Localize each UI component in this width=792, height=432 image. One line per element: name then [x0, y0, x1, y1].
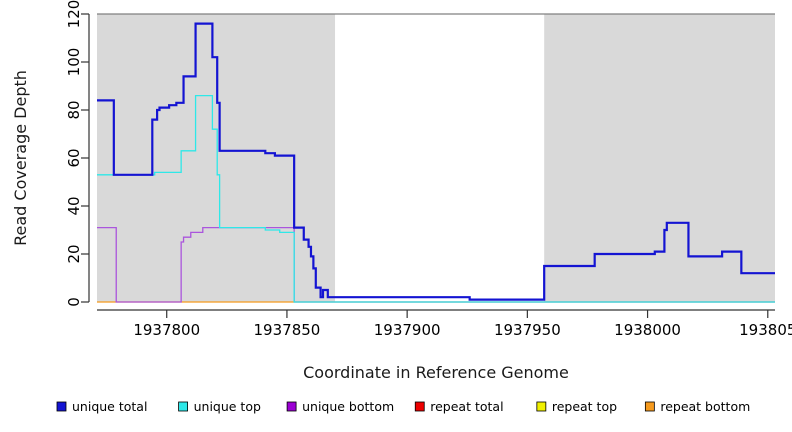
plot-background-regions — [97, 14, 775, 302]
legend-swatch — [414, 401, 425, 412]
legend-swatch — [536, 401, 547, 412]
x-axis-tick-label: 1937850 — [254, 321, 321, 339]
y-axis: 0 20 40 60 80 100 120 — [65, 0, 90, 307]
y-axis-tick-label: 60 — [65, 148, 83, 167]
legend-label: repeat total — [430, 399, 503, 414]
y-axis-tick-label: 100 — [65, 48, 83, 77]
x-axis: 1937800 1937850 1937900 1937950 1938000 19380… — [97, 309, 792, 339]
legend-swatch — [178, 401, 189, 412]
legend-label: repeat bottom — [660, 399, 750, 414]
x-axis-title: Coordinate in Reference Genome — [303, 363, 569, 382]
y-axis-tick-label: 40 — [65, 196, 83, 215]
series-line-unique-bottom — [97, 226, 775, 303]
legend-item[interactable]: unique total — [56, 399, 147, 414]
legend-swatch — [644, 401, 655, 412]
x-axis-tick-label: 1937950 — [494, 321, 561, 339]
y-axis-tick-label: 120 — [65, 0, 83, 28]
data-series-group — [97, 22, 775, 303]
x-axis-tick-label: 193805 — [739, 321, 792, 339]
y-axis-title: Read Coverage Depth — [11, 70, 30, 246]
legend-label: unique total — [72, 399, 147, 414]
x-axis-tick-label: 1938000 — [614, 321, 681, 339]
series-line-unique-top — [97, 94, 775, 303]
legend: unique total unique top unique bottom repea… — [56, 399, 750, 414]
shaded-region — [544, 14, 775, 302]
legend-swatch — [286, 401, 297, 412]
legend-item[interactable]: unique top — [178, 399, 261, 414]
y-axis-tick-label: 0 — [65, 297, 83, 307]
series-line-unique-total — [97, 22, 775, 301]
x-axis-tick-label: 1937800 — [133, 321, 200, 339]
legend-label: unique top — [194, 399, 261, 414]
legend-item[interactable]: repeat bottom — [644, 399, 750, 414]
legend-swatch — [56, 401, 67, 412]
legend-item[interactable]: unique bottom — [286, 399, 394, 414]
shaded-region — [97, 14, 336, 302]
legend-item[interactable]: repeat total — [414, 399, 504, 414]
legend-label: unique bottom — [302, 399, 394, 414]
legend-label: repeat top — [552, 399, 617, 414]
legend-item[interactable]: repeat top — [536, 399, 617, 414]
y-axis-tick-label: 80 — [65, 100, 83, 119]
axis-titles: Coordinate in Reference Genome Read Cover… — [11, 70, 569, 382]
y-axis-tick-label: 20 — [65, 244, 83, 263]
x-axis-tick-label: 1937900 — [374, 321, 441, 339]
